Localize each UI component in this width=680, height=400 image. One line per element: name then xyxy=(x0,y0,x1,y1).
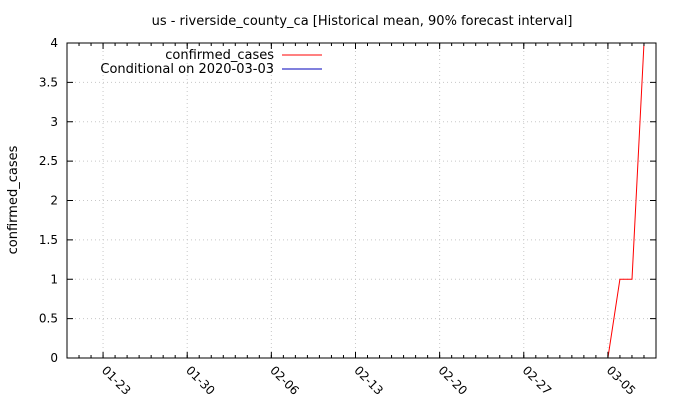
chart-title: us - riverside_county_ca [Historical mea… xyxy=(152,14,573,29)
x-tick-label: 03-05 xyxy=(604,363,639,398)
legend-label: confirmed_cases xyxy=(165,48,274,63)
x-tick-label: 02-06 xyxy=(267,363,302,398)
y-tick-label: 2 xyxy=(50,194,58,208)
y-tick-label: 2.5 xyxy=(39,154,58,168)
axes: 0 0.5 1 1.5 2 2.5 3 3.5 4 01-23 01-30 02-06 02-13 02-… xyxy=(39,36,657,398)
y-tick-label: 1.5 xyxy=(39,233,58,247)
x-tick-label: 01-23 xyxy=(99,363,134,398)
legend-label: Conditional on 2020-03-03 xyxy=(100,62,274,77)
series-lines xyxy=(607,43,645,358)
y-tick-label: 4 xyxy=(50,36,58,50)
y-tick-label: 0.5 xyxy=(39,312,58,326)
y-tick-label: 3 xyxy=(50,115,58,129)
y-axis-label: confirmed_cases xyxy=(6,145,21,254)
series-line xyxy=(607,43,645,358)
y-tick-label: 1 xyxy=(50,272,58,286)
y-tick-label: 0 xyxy=(50,351,58,365)
x-tick-label: 02-13 xyxy=(351,363,386,398)
x-tick-label: 02-27 xyxy=(520,363,555,398)
x-tick-label: 01-30 xyxy=(183,363,218,398)
y-tick-label: 3.5 xyxy=(39,75,58,89)
grid xyxy=(67,43,656,358)
x-tick-label: 02-20 xyxy=(436,363,471,398)
